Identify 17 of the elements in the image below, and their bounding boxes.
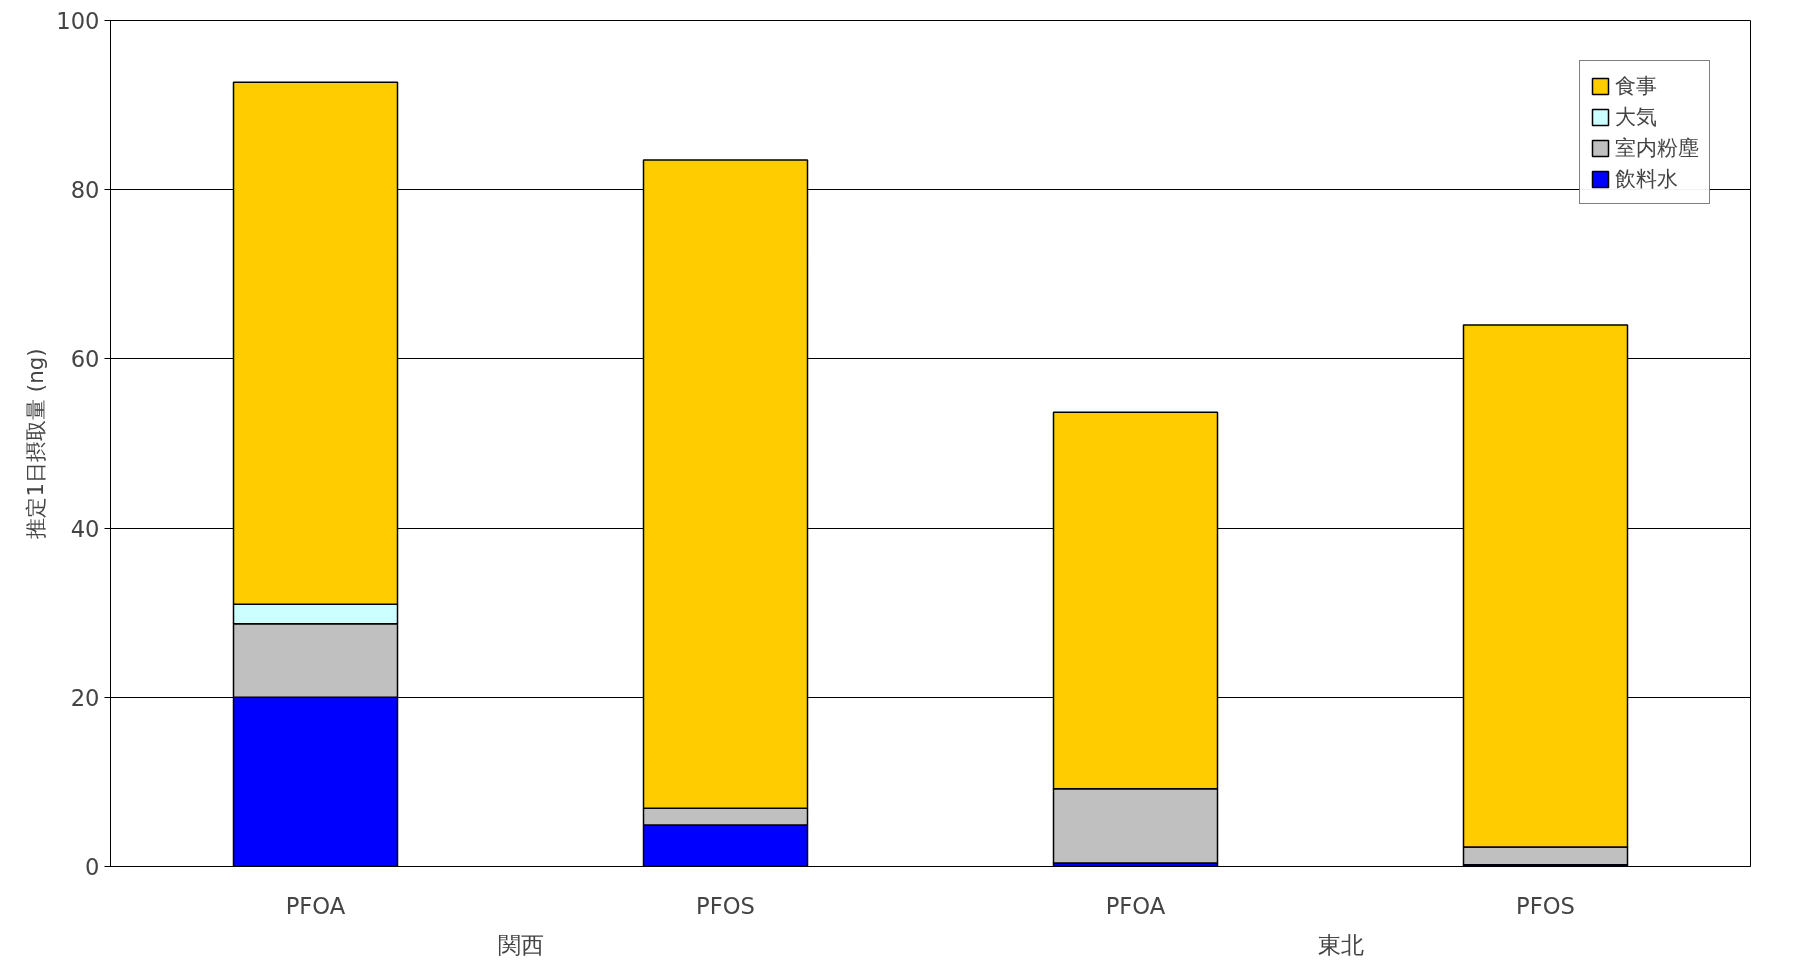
x-tick-label: PFOA bbox=[285, 892, 346, 919]
text: 東北 bbox=[1317, 931, 1364, 958]
y-tick-label: 20 bbox=[70, 684, 100, 711]
y-tick-label: 40 bbox=[70, 515, 100, 542]
y-tick-label: 0 bbox=[85, 854, 100, 880]
y-axis-title: 推定1日摂取量 (ng) bbox=[23, 348, 49, 539]
x-tick-label: PFOS bbox=[1516, 892, 1575, 919]
legend-label: 食事 bbox=[1615, 72, 1657, 100]
y-tick-label: 100 bbox=[56, 8, 100, 34]
y-tick-label: 80 bbox=[70, 177, 100, 204]
text: 関西 bbox=[497, 931, 544, 958]
legend-label: 飲料水 bbox=[1615, 165, 1678, 193]
x-tick-label: PFOS bbox=[696, 892, 755, 919]
legend-label: 大気 bbox=[1615, 103, 1657, 131]
y-tick-label: 60 bbox=[70, 346, 100, 373]
x-tick-label: PFOA bbox=[1105, 892, 1166, 919]
legend-label: 室内粉塵 bbox=[1615, 134, 1699, 162]
